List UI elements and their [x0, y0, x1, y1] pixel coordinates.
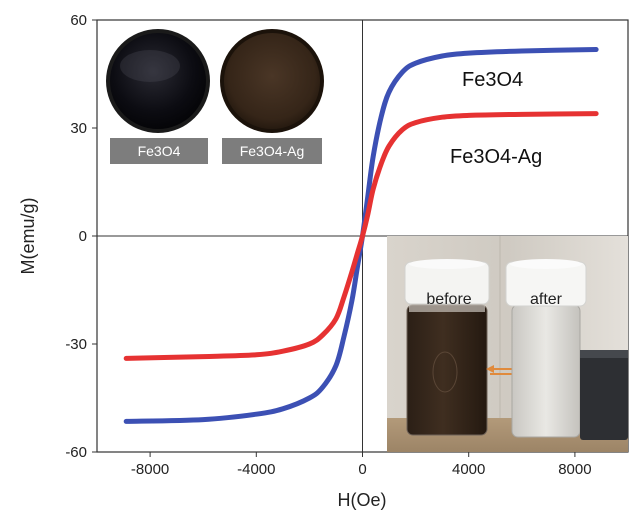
series-label-fe3o4: Fe3O4	[462, 69, 523, 91]
x-tick-label: 0	[358, 461, 366, 478]
fe3o4-ag-caption-bar	[222, 138, 322, 164]
y-axis-ticks: -60 -30 0 30 60	[65, 12, 97, 461]
y-tick-label: -30	[65, 336, 87, 353]
sample-disc-inset: Fe3O4 Fe3O4-Ag	[106, 29, 324, 164]
before-jar-label: before	[426, 291, 471, 308]
x-axis-label: H(Oe)	[338, 490, 387, 510]
y-tick-label: 60	[70, 12, 87, 29]
fe3o4-caption: Fe3O4	[138, 143, 181, 159]
x-tick-label: 4000	[452, 461, 485, 478]
x-tick-label: 8000	[558, 461, 591, 478]
fe3o4-caption-bar	[110, 138, 208, 164]
x-axis-ticks: -8000 -4000 0 4000 8000	[131, 452, 592, 478]
x-tick-label: -4000	[237, 461, 275, 478]
x-tick-label: -8000	[131, 461, 169, 478]
y-tick-label: 0	[79, 228, 87, 245]
separation-photo-inset: before after	[387, 236, 628, 452]
series-line-fe3o4-ag	[123, 111, 599, 361]
series-layer	[123, 47, 599, 424]
after-jar	[511, 304, 581, 438]
fe3o4-ag-caption: Fe3O4-Ag	[240, 143, 305, 159]
y-tick-label: -60	[65, 444, 87, 461]
y-tick-label: 30	[70, 120, 87, 137]
after-jar-label: after	[530, 291, 563, 308]
magnet-block	[580, 350, 628, 440]
y-axis-label: M(emu/g)	[18, 197, 38, 274]
before-jar	[406, 304, 488, 436]
series-label-fe3o4-ag: Fe3O4-Ag	[450, 146, 542, 168]
